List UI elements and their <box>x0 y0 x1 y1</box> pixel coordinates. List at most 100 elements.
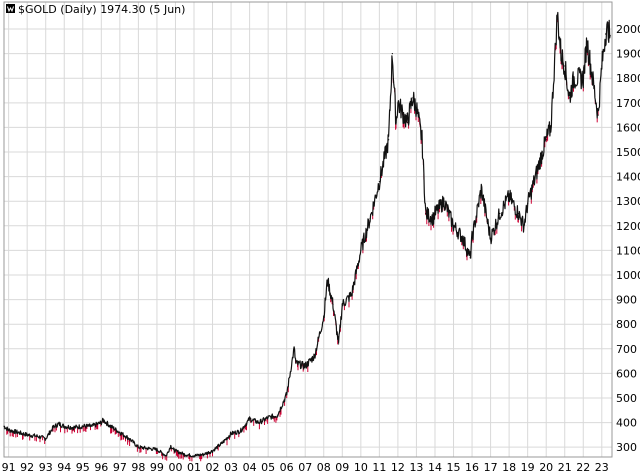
price-point <box>119 431 121 434</box>
price-point <box>313 355 316 357</box>
y-tick-label: 1100 <box>616 244 640 257</box>
price-point <box>471 237 473 239</box>
price-point <box>564 65 566 67</box>
y-tick-label: 1900 <box>616 48 640 61</box>
y-tick-label: 700 <box>616 343 637 356</box>
x-tick-label: 15 <box>447 461 461 474</box>
price-point <box>249 418 251 420</box>
price-point <box>406 121 408 124</box>
price-point <box>397 102 399 104</box>
chart-title: $GOLD (Daily) 1974.30 (5 Jun) <box>18 3 185 16</box>
price-point <box>541 151 544 153</box>
price-point <box>434 212 436 215</box>
price-point <box>341 303 343 306</box>
price-point <box>26 434 28 436</box>
price-point <box>286 393 288 395</box>
price-point <box>202 453 204 456</box>
plot-frame <box>3 1 613 458</box>
price-point <box>582 77 584 79</box>
x-tick-label: 96 <box>94 461 108 474</box>
y-tick-label: 1800 <box>616 72 640 85</box>
price-point <box>82 425 84 427</box>
y-tick-label: 600 <box>616 367 637 380</box>
x-tick-label: 08 <box>317 461 331 474</box>
y-tick-label: 1000 <box>616 269 640 282</box>
y-tick-label: 400 <box>616 417 637 430</box>
x-tick-label: 22 <box>576 461 590 474</box>
x-tick-label: 94 <box>57 461 71 474</box>
price-point <box>523 225 525 227</box>
x-tick-label: 21 <box>558 461 572 474</box>
y-tick-label: 800 <box>616 318 637 331</box>
price-point <box>170 445 172 447</box>
price-point <box>91 425 93 427</box>
price-point <box>568 97 570 99</box>
price-point <box>586 40 588 42</box>
x-tick-label: 92 <box>20 461 34 474</box>
price-point <box>536 171 538 173</box>
x-tick-label: 13 <box>409 461 423 474</box>
price-point <box>415 107 418 109</box>
price-point <box>607 28 609 30</box>
price-point <box>156 449 158 451</box>
x-tick-label: 23 <box>595 461 609 474</box>
x-tick-label: 19 <box>521 461 535 474</box>
y-tick-label: 900 <box>616 294 637 307</box>
x-tick-label: 91 <box>2 461 16 474</box>
price-point <box>147 447 149 449</box>
price-point <box>295 362 297 365</box>
price-point <box>425 212 427 215</box>
price-point <box>388 139 390 141</box>
x-tick-label: 03 <box>224 461 238 474</box>
x-tick-label: 20 <box>539 461 553 474</box>
price-point <box>545 139 547 141</box>
price-point <box>508 195 510 197</box>
price-point <box>550 126 552 129</box>
x-tick-label: 97 <box>113 461 127 474</box>
price-point <box>604 33 607 35</box>
price-point <box>323 316 325 318</box>
x-tick-label: 18 <box>502 461 516 474</box>
price-point <box>369 217 371 220</box>
x-tick-label: 11 <box>372 461 386 474</box>
price-point <box>591 77 594 79</box>
price-point <box>221 442 223 445</box>
price-point <box>469 257 471 259</box>
price-point <box>165 455 167 457</box>
y-tick-label: 300 <box>616 441 637 454</box>
price-point <box>462 237 464 239</box>
price-point <box>72 426 75 429</box>
price-point <box>230 433 232 435</box>
price-point <box>480 188 482 190</box>
price-point <box>276 414 279 416</box>
price-point <box>332 303 334 306</box>
x-tick-label: 17 <box>484 461 498 474</box>
y-tick-label: 500 <box>616 392 637 405</box>
price-point <box>556 13 558 15</box>
price-point <box>293 348 295 350</box>
price-point <box>3 425 5 427</box>
price-point <box>211 450 214 452</box>
x-tick-label: 12 <box>391 461 405 474</box>
price-point <box>326 279 329 281</box>
price-point <box>378 180 380 183</box>
price-point <box>432 217 434 220</box>
x-tick-label: 01 <box>187 461 201 474</box>
y-tick-label: 1500 <box>616 146 640 159</box>
x-tick-label: 04 <box>243 461 257 474</box>
price-point <box>239 430 241 432</box>
price-point <box>45 437 47 440</box>
price-point <box>350 294 353 296</box>
y-tick-label: 1600 <box>616 121 640 134</box>
price-point <box>412 97 414 99</box>
price-point <box>527 203 529 205</box>
price-point <box>174 450 177 452</box>
price-point <box>128 437 130 440</box>
price-point <box>109 425 112 427</box>
price-point <box>609 34 611 37</box>
x-tick-label: 98 <box>131 461 145 474</box>
x-tick-label: 00 <box>168 461 182 474</box>
x-tick-label: 14 <box>428 461 442 474</box>
price-point <box>17 431 19 434</box>
x-axis: 91 92 93 94 95 96 97 98 99 00 01 02 03 04 05 06 07 08 09 10… <box>2 461 609 474</box>
